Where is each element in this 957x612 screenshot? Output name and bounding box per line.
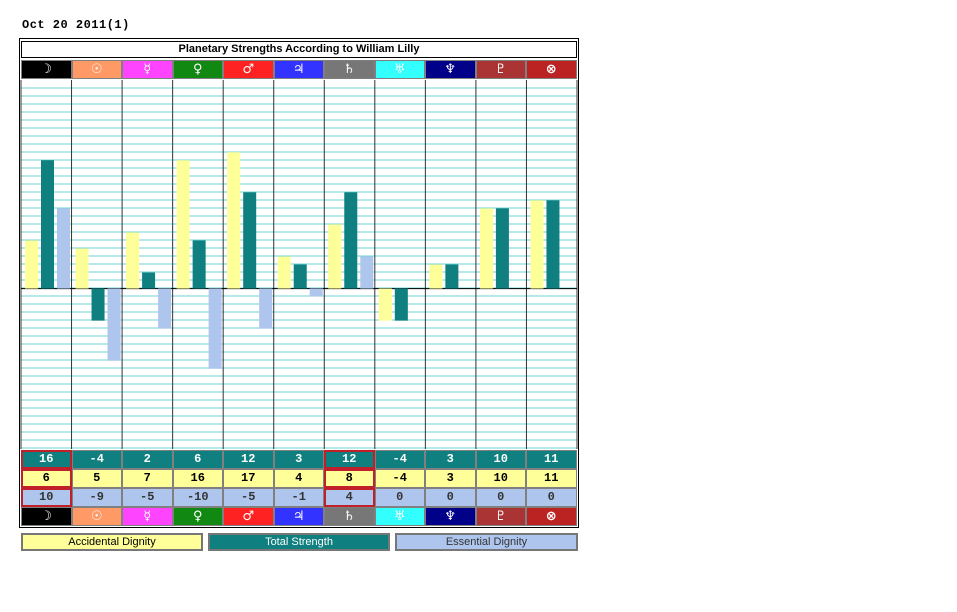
total-strength-row: 16 -4 2 6 12 3 12 -4 3 10 11 xyxy=(21,450,577,469)
planet-glyph-top-0: ☽ xyxy=(21,60,72,79)
bar-accidental-dignity-5 xyxy=(277,256,291,289)
planet-glyph-bottom-8: ♆ xyxy=(425,507,476,526)
planet-glyph-bottom-10: ⊗ xyxy=(526,507,577,526)
accidental-dignity-value-6: 8 xyxy=(324,469,375,488)
essential-dignity-value-7: 0 xyxy=(374,488,425,507)
accidental-dignity-value-10: 11 xyxy=(526,469,577,488)
planet-glyph-top-6: ♄ xyxy=(324,60,375,79)
legend-accidental-dignity: Accidental Dignity xyxy=(21,533,203,551)
accidental-dignity-value-9: 10 xyxy=(475,469,526,488)
planet-glyph-bottom-5: ♃ xyxy=(273,507,324,526)
bar-total-strength-2 xyxy=(142,272,156,289)
bar-accidental-dignity-9 xyxy=(479,208,493,289)
planet-glyph-top-5: ♃ xyxy=(273,60,324,79)
essential-dignity-value-1: -9 xyxy=(71,488,122,507)
planet-glyph-bottom-0: ☽ xyxy=(21,507,72,526)
bar-accidental-dignity-8 xyxy=(429,264,443,289)
planet-glyph-bottom-7: ♅ xyxy=(374,507,425,526)
total-strength-value-2: 2 xyxy=(122,450,173,469)
bar-accidental-dignity-7 xyxy=(378,288,392,321)
total-strength-value-6: 12 xyxy=(324,450,375,469)
accidental-dignity-value-8: 3 xyxy=(425,469,476,488)
accidental-dignity-value-1: 5 xyxy=(71,469,122,488)
accidental-dignity-value-4: 17 xyxy=(223,469,274,488)
planet-glyph-top-10: ⊗ xyxy=(526,60,577,79)
bar-total-strength-7 xyxy=(394,288,408,321)
planet-glyph-bottom-2: ☿ xyxy=(122,507,173,526)
planet-glyph-top-8: ♆ xyxy=(425,60,476,79)
planet-glyph-top-7: ♅ xyxy=(374,60,425,79)
legend-total-strength: Total Strength xyxy=(208,533,390,551)
planet-glyph-bottom-4: ♂ xyxy=(223,507,274,526)
planet-glyph-bottom-1: ☉ xyxy=(71,507,122,526)
essential-dignity-value-0: 10 xyxy=(21,488,72,507)
total-strength-value-7: -4 xyxy=(374,450,425,469)
bar-essential-dignity-4 xyxy=(259,288,273,329)
total-strength-value-4: 12 xyxy=(223,450,274,469)
bar-total-strength-8 xyxy=(445,264,459,289)
accidental-dignity-value-7: -4 xyxy=(374,469,425,488)
planet-glyph-bottom-6: ♄ xyxy=(324,507,375,526)
essential-dignity-value-4: -5 xyxy=(223,488,274,507)
essential-dignity-row: 10 -9 -5 -10 -5 -1 4 0 0 0 0 xyxy=(21,488,577,507)
planet-footer-row: ☽ ☉ ☿ ♀ ♂ ♃ ♄ ♅ ♆ ♇ ⊗ xyxy=(21,507,577,526)
total-strength-value-10: 11 xyxy=(526,450,577,469)
date-label: Oct 20 2011(1) xyxy=(22,18,130,32)
bar-accidental-dignity-1 xyxy=(75,248,89,289)
bar-total-strength-0 xyxy=(41,160,54,289)
accidental-dignity-value-3: 16 xyxy=(172,469,223,488)
essential-dignity-value-10: 0 xyxy=(526,488,577,507)
total-strength-value-5: 3 xyxy=(273,450,324,469)
planet-glyph-bottom-9: ♇ xyxy=(475,507,526,526)
bar-total-strength-10 xyxy=(546,200,560,289)
planet-glyph-top-9: ♇ xyxy=(475,60,526,79)
chart-title: Planetary Strengths According to William… xyxy=(21,41,577,58)
bar-total-strength-9 xyxy=(495,208,509,289)
planet-glyph-bottom-3: ♀ xyxy=(172,507,223,526)
bar-total-strength-4 xyxy=(243,192,257,289)
bar-essential-dignity-1 xyxy=(107,288,121,361)
bar-essential-dignity-5 xyxy=(309,288,323,297)
planet-header-row: ☽ ☉ ☿ ♀ ♂ ♃ ♄ ♅ ♆ ♇ ⊗ xyxy=(21,60,577,79)
bar-accidental-dignity-0 xyxy=(25,240,38,289)
bar-total-strength-5 xyxy=(293,264,307,289)
accidental-dignity-row: 6 5 7 16 17 4 8 -4 3 10 11 xyxy=(21,469,577,488)
accidental-dignity-value-5: 4 xyxy=(273,469,324,488)
planet-glyph-top-1: ☉ xyxy=(71,60,122,79)
essential-dignity-value-6: 4 xyxy=(324,488,375,507)
total-strength-value-0: 16 xyxy=(21,450,72,469)
bar-accidental-dignity-2 xyxy=(126,232,140,289)
bar-accidental-dignity-6 xyxy=(328,224,342,289)
bar-total-strength-1 xyxy=(91,288,105,321)
accidental-dignity-value-0: 6 xyxy=(21,469,72,488)
total-strength-value-8: 3 xyxy=(425,450,476,469)
accidental-dignity-value-2: 7 xyxy=(122,469,173,488)
essential-dignity-value-5: -1 xyxy=(273,488,324,507)
bar-accidental-dignity-4 xyxy=(227,152,241,289)
planet-glyph-top-2: ☿ xyxy=(122,60,173,79)
essential-dignity-value-3: -10 xyxy=(172,488,223,507)
bar-essential-dignity-2 xyxy=(158,288,172,329)
planet-glyph-top-4: ♂ xyxy=(223,60,274,79)
bar-accidental-dignity-10 xyxy=(530,200,544,289)
bar-total-strength-3 xyxy=(192,240,206,289)
essential-dignity-value-9: 0 xyxy=(475,488,526,507)
bar-total-strength-6 xyxy=(344,192,358,289)
bar-accidental-dignity-3 xyxy=(176,160,190,289)
total-strength-value-1: -4 xyxy=(71,450,122,469)
essential-dignity-value-8: 0 xyxy=(425,488,476,507)
essential-dignity-value-2: -5 xyxy=(122,488,173,507)
planet-glyph-top-3: ♀ xyxy=(172,60,223,79)
bar-essential-dignity-0 xyxy=(57,208,70,289)
legend-essential-dignity: Essential Dignity xyxy=(395,533,578,551)
bar-essential-dignity-3 xyxy=(208,288,222,369)
total-strength-value-9: 10 xyxy=(475,450,526,469)
bar-essential-dignity-6 xyxy=(360,256,374,289)
total-strength-value-3: 6 xyxy=(172,450,223,469)
